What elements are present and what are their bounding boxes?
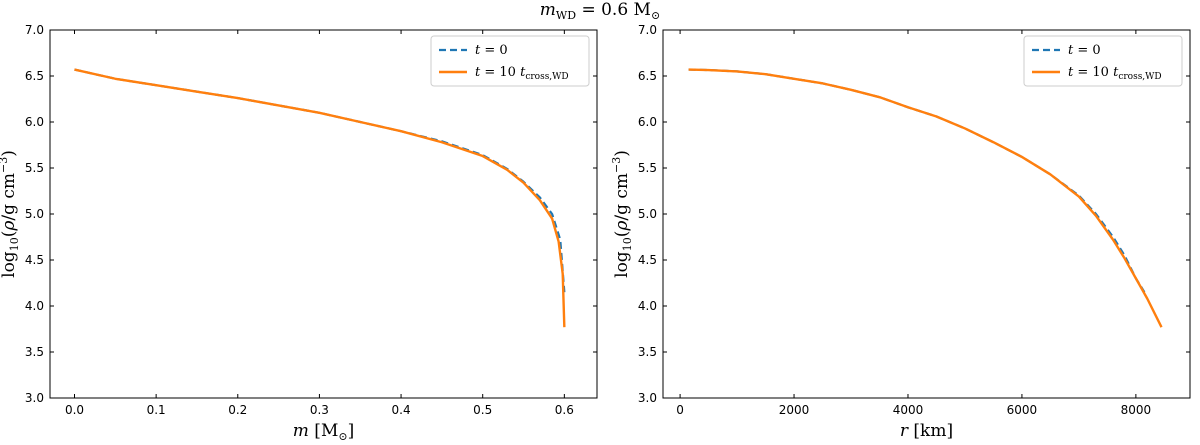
legend-label-t10: t = 10 tcross,WD (1068, 65, 1162, 82)
x-tick-label: 0.5 (473, 403, 492, 417)
y-tick-label: 7.0 (638, 23, 657, 37)
x-axis-label: r [km] (900, 421, 953, 441)
x-tick-label: 2000 (779, 403, 810, 417)
x-tick-label: 0.0 (65, 403, 84, 417)
y-tick-label: 6.5 (638, 69, 657, 83)
y-tick-label: 4.5 (638, 253, 657, 267)
y-tick-label: 3.5 (638, 345, 657, 359)
y-tick-label: 3.5 (25, 345, 44, 359)
x-axis-label: m [M⊙] (293, 421, 354, 443)
legend: t = 0 t = 10 tcross,WD (430, 35, 590, 87)
x-tick-label: 6000 (1007, 403, 1038, 417)
x-tick-label: 0.4 (392, 403, 411, 417)
y-tick-label: 5.0 (638, 207, 657, 221)
x-tick-label: 0.3 (310, 403, 329, 417)
x-tick-label: 0.1 (147, 403, 166, 417)
y-tick-label: 4.5 (25, 253, 44, 267)
series-t10-line (74, 68, 566, 328)
y-tick-label: 6.0 (25, 115, 44, 129)
y-tick-label: 4.0 (638, 299, 657, 313)
x-tick-label: 0.6 (555, 403, 574, 417)
legend-box (430, 35, 590, 87)
x-tick-label: 8000 (1121, 403, 1152, 417)
series-t0-line (74, 68, 566, 293)
y-tick-label: 6.5 (25, 69, 44, 83)
legend-label-t10: t = 10 tcross,WD (475, 65, 569, 82)
legend-label-t0: t = 0 (1068, 43, 1101, 58)
x-tick-label: 0 (676, 403, 684, 417)
y-tick-label: 7.0 (25, 23, 44, 37)
y-tick-label: 3.0 (638, 391, 657, 405)
series-t0-line (688, 68, 1146, 293)
y-axis-label: log10(ρ/g cm−3) (0, 150, 21, 278)
legend: t = 0 t = 10 tcross,WD (1023, 35, 1183, 87)
legend-box (1023, 35, 1183, 87)
y-tick-label: 5.5 (638, 161, 657, 175)
y-tick-label: 5.5 (25, 161, 44, 175)
y-tick-label: 3.0 (25, 391, 44, 405)
x-tick-label: 4000 (893, 403, 924, 417)
series-t10-line (688, 68, 1163, 328)
y-axis-label: log10(ρ/g cm−3) (610, 150, 634, 278)
figure-suptitle: mWD = 0.6 M⊙ (540, 0, 660, 22)
left-panel: 0.0 0.1 0.2 0.3 0.4 0.5 0.6 3.0 3.5 4.0 4.5 5.0 5.5 6… (0, 23, 598, 443)
legend-label-t0: t = 0 (475, 43, 508, 58)
y-tick-label: 4.0 (25, 299, 44, 313)
y-tick-label: 6.0 (638, 115, 657, 129)
right-panel: 0 2000 4000 6000 8000 3.0 3.5 4.0 4.5 5.0 5.5 6.0 6.… (610, 23, 1191, 441)
y-tick-label: 5.0 (25, 207, 44, 221)
x-tick-label: 0.2 (228, 403, 247, 417)
